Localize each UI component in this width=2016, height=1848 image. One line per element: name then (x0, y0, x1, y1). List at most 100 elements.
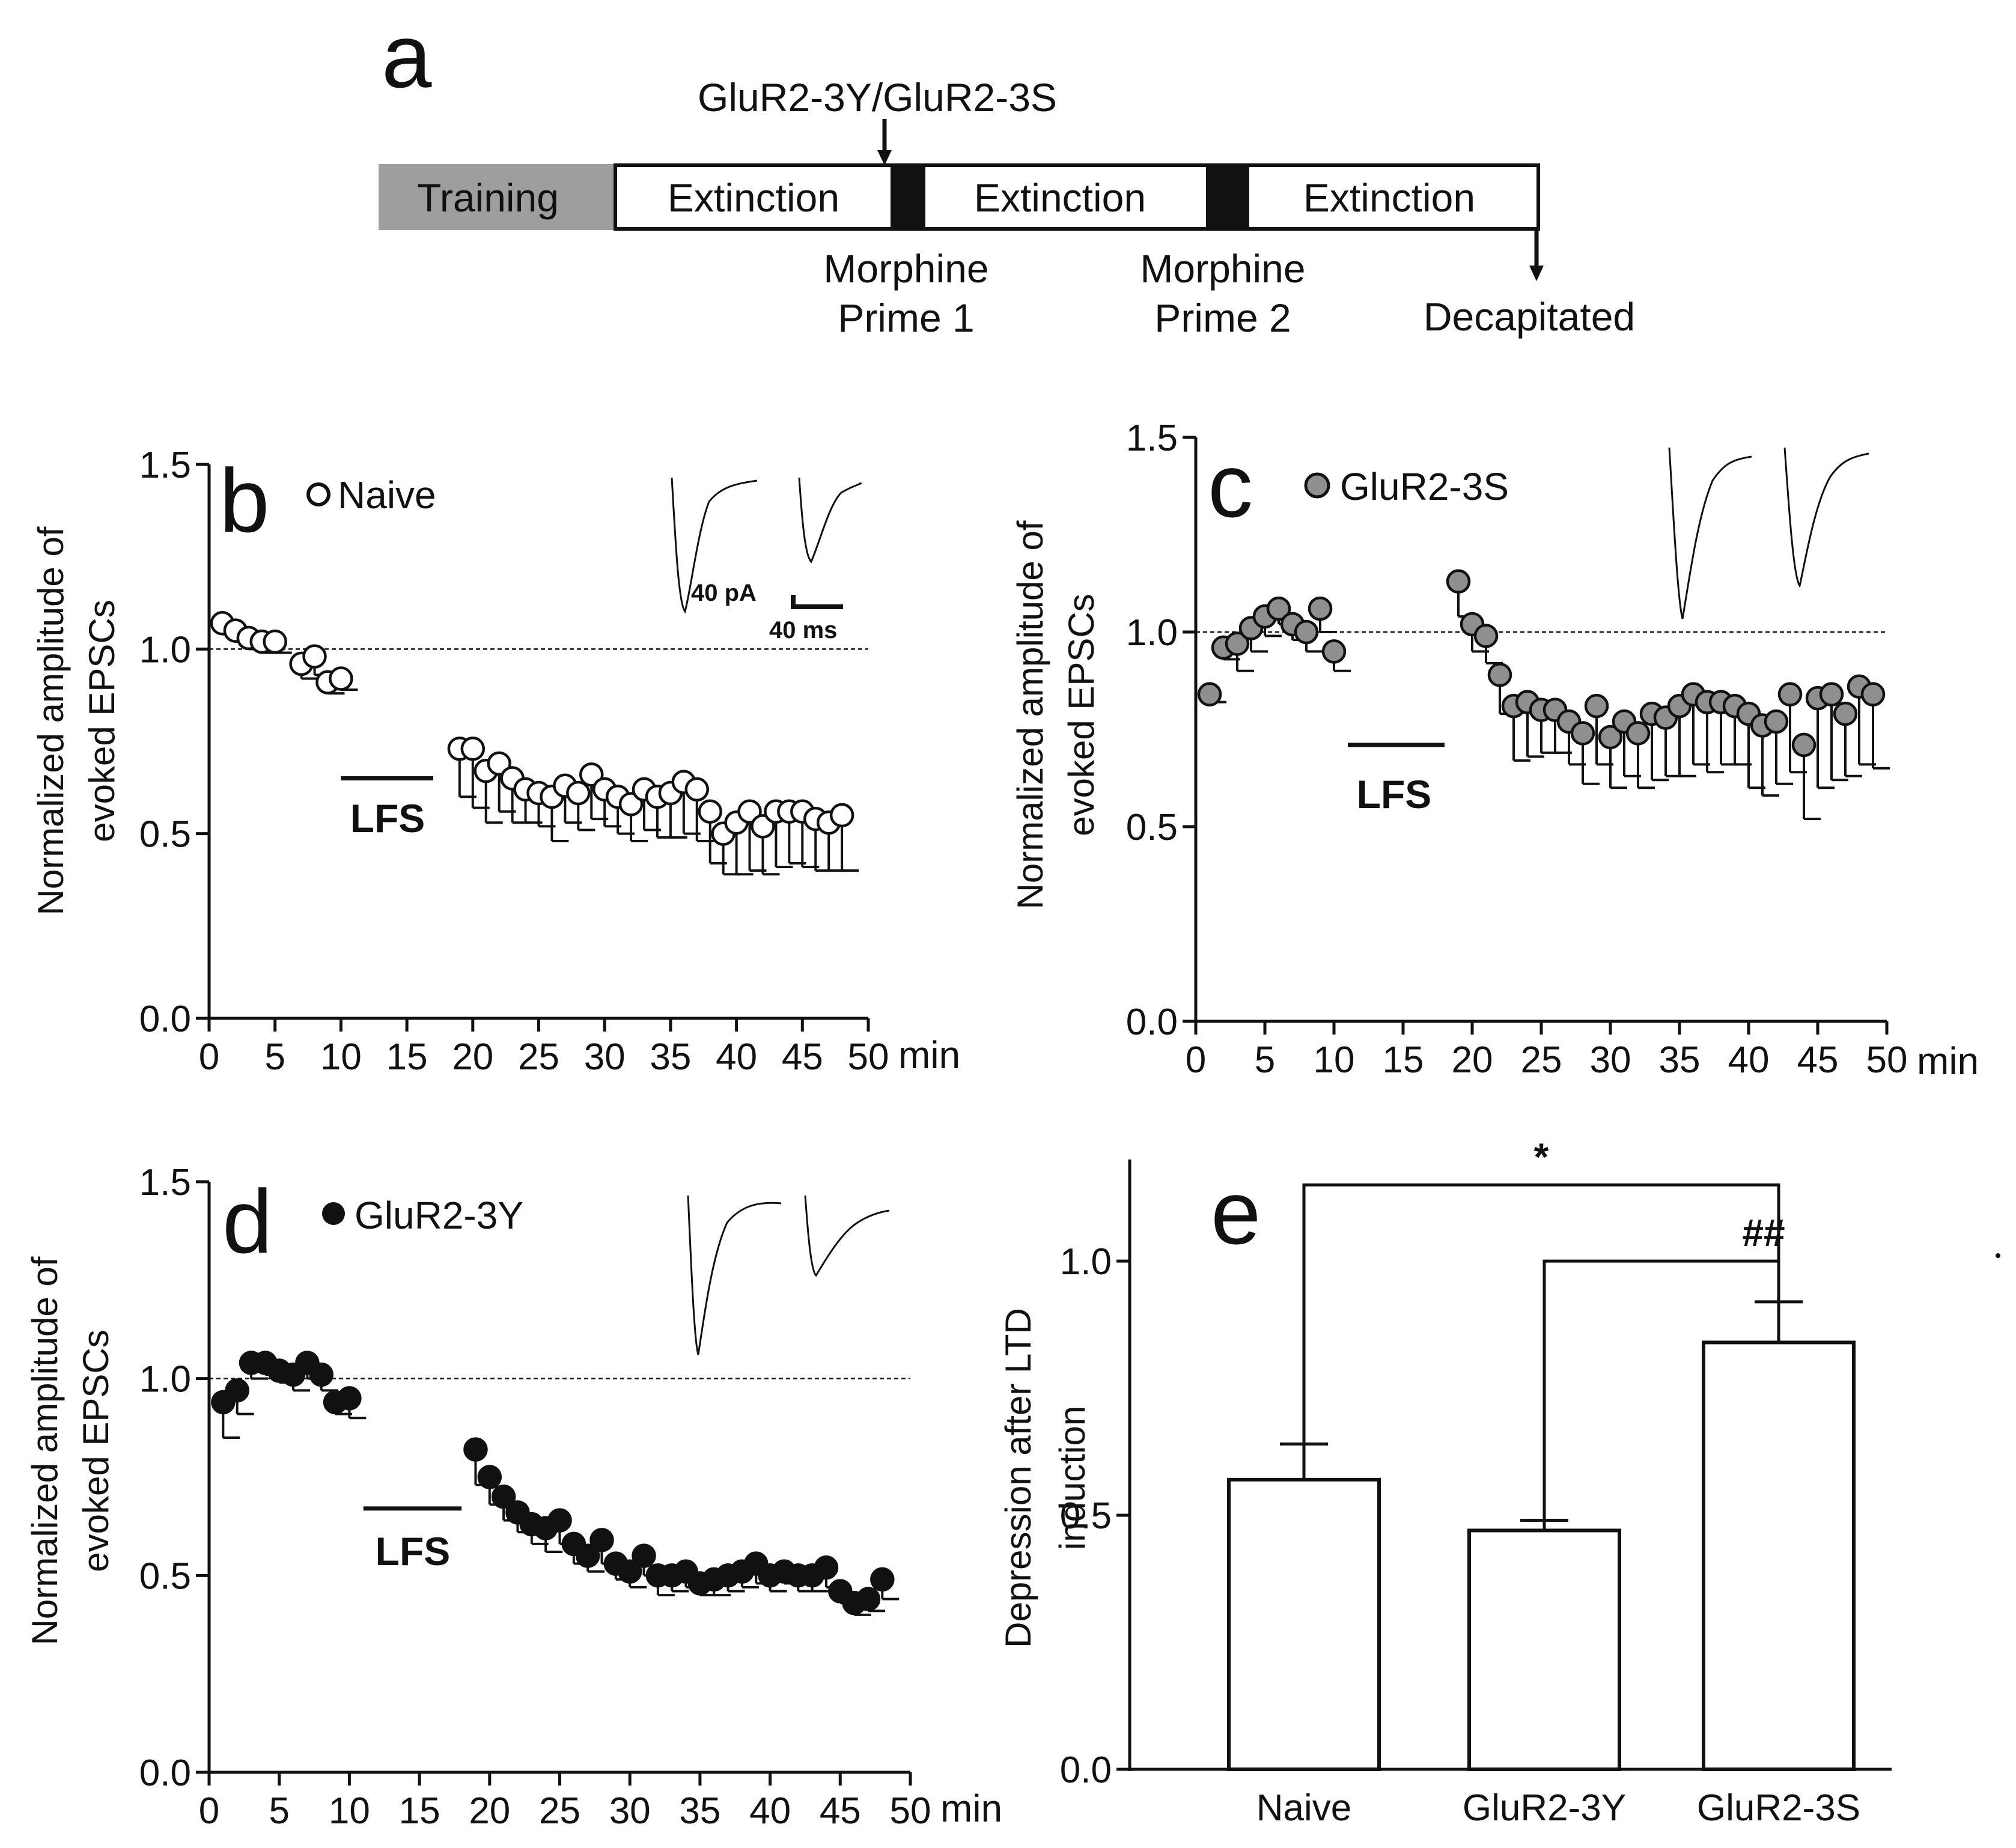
legend-marker-glur2-3s (1304, 472, 1330, 499)
data-point (632, 1543, 656, 1568)
trace-before (1668, 447, 1752, 619)
injection-label: GluR2-3Y/GluR2-3S (698, 75, 1057, 120)
data-point (856, 1587, 881, 1611)
prime-2-block (1206, 167, 1249, 227)
x-tick-label: 15 (386, 1036, 428, 1078)
x-tick-label: 40 (749, 1790, 791, 1832)
x-axis-unit: min (898, 1033, 960, 1077)
panel-e-letter: e (1211, 1162, 1261, 1263)
category-label: GluR2-3Y (1463, 1787, 1626, 1829)
x-tick-label: 5 (1255, 1039, 1275, 1081)
x-tick-label: 10 (329, 1790, 370, 1832)
y-axis-label-line-2: evoked EPSCs (76, 1330, 116, 1572)
lfs-label: LFS (376, 1529, 451, 1573)
data-point (575, 1543, 600, 1568)
data-point (547, 1508, 572, 1533)
data-point (1225, 631, 1250, 656)
data-point (263, 629, 287, 654)
data-point (698, 799, 722, 824)
legend-label-glur2-3y: GluR2-3Y (355, 1194, 523, 1237)
panel-d-letter: d (222, 1171, 272, 1272)
data-point (1833, 701, 1858, 726)
prime-1-line-2: Prime 1 (838, 296, 974, 340)
x-tick-label: 30 (1590, 1039, 1631, 1081)
x-tick-label: 10 (1314, 1039, 1355, 1081)
panel-a: a GluR2-3Y/GluR2-3S Training Extinction … (379, 5, 1635, 340)
data-point (460, 737, 486, 761)
panel-b-letter: b (219, 450, 269, 551)
data-point (1625, 721, 1651, 746)
data-point (1777, 682, 1803, 707)
significance-label: ## (1742, 1211, 1785, 1254)
y-tick-label: 0.5 (1126, 807, 1178, 848)
x-tick-label: 40 (1728, 1039, 1770, 1081)
x-tick-label: 25 (1521, 1039, 1562, 1081)
data-point (477, 1465, 502, 1489)
data-point (589, 1528, 614, 1552)
data-point (1791, 732, 1817, 758)
data-point (1308, 596, 1333, 621)
data-point (1764, 709, 1789, 734)
data-point (737, 799, 762, 824)
x-tick-label: 50 (1866, 1039, 1908, 1081)
significance-label: * (1534, 1135, 1549, 1178)
trace-after (798, 477, 862, 564)
y-axis-label-line-2: induction (1052, 1406, 1092, 1550)
data-point (684, 777, 710, 802)
extinction-label-2: Extinction (974, 175, 1146, 220)
legend-label-glur2-3s: GluR2-3S (1340, 465, 1509, 508)
x-tick-label: 50 (848, 1036, 889, 1078)
data-point (1598, 725, 1623, 750)
data-point (870, 1567, 895, 1592)
y-tick-label: 1.0 (139, 1359, 191, 1400)
x-tick-label: 0 (199, 1036, 219, 1078)
data-point (1266, 596, 1291, 621)
x-tick-label: 20 (1452, 1039, 1493, 1081)
panel-a-letter: a (382, 5, 432, 106)
bar (1702, 1340, 1856, 1771)
data-point (814, 1555, 839, 1580)
panel-e: e Depression after LTD induction 0.0 0.5 1… (998, 1135, 2000, 1829)
end-arrowhead (1529, 266, 1544, 281)
x-tick-label: 50 (890, 1790, 931, 1832)
y-axis-label-line-1: Depression after LTD (998, 1308, 1038, 1648)
trace-before (687, 1195, 782, 1355)
data-point (1860, 682, 1886, 707)
x-axis-unit: min (1917, 1039, 1979, 1083)
x-tick-label: 35 (650, 1036, 691, 1078)
category-label: GluR2-3S (1697, 1787, 1860, 1829)
y-tick-label: 1.5 (1126, 418, 1178, 459)
y-tick-label: 1.0 (1126, 612, 1178, 654)
data-point (225, 1378, 249, 1403)
significance-bracket (1542, 1259, 1780, 1521)
x-tick-label: 45 (1797, 1039, 1839, 1081)
x-tick-label: 30 (609, 1790, 651, 1832)
data-point (1584, 693, 1609, 719)
legend-label-naive: Naive (338, 473, 436, 517)
y-tick-label: 0.5 (1060, 1495, 1112, 1537)
data-point (1197, 682, 1222, 707)
x-axis-unit: min (940, 1787, 1002, 1830)
legend-marker-glur2-3y (322, 1202, 345, 1225)
injection-arrowhead (877, 150, 892, 165)
panel-c: c GluR2-3S Normalized amplitude of evoke… (1010, 418, 1979, 1083)
x-tick-label: 25 (539, 1790, 580, 1832)
bar (1227, 1477, 1381, 1771)
data-point (302, 644, 327, 669)
example-traces (1668, 447, 1869, 619)
panel-d: d GluR2-3Y Normalized amplitude of evoke… (25, 1162, 1002, 1832)
x-tick-label: 15 (1383, 1039, 1424, 1081)
y-tick-label: 1.0 (1060, 1241, 1112, 1283)
data-point (751, 814, 775, 839)
example-traces: 40 pA 40 ms (671, 477, 862, 643)
data-point (329, 666, 353, 691)
x-tick-label: 20 (452, 1036, 493, 1078)
y-axis-label-line-2: evoked EPSCs (82, 600, 122, 842)
extinction-frame (614, 163, 1540, 231)
prime-2-line-1: Morphine (1140, 246, 1305, 291)
data-point (309, 1362, 333, 1387)
stray-dot (1996, 1253, 2000, 1258)
data-point (618, 792, 644, 816)
prime-1-block (891, 167, 925, 227)
x-tick-label: 0 (199, 1790, 219, 1832)
